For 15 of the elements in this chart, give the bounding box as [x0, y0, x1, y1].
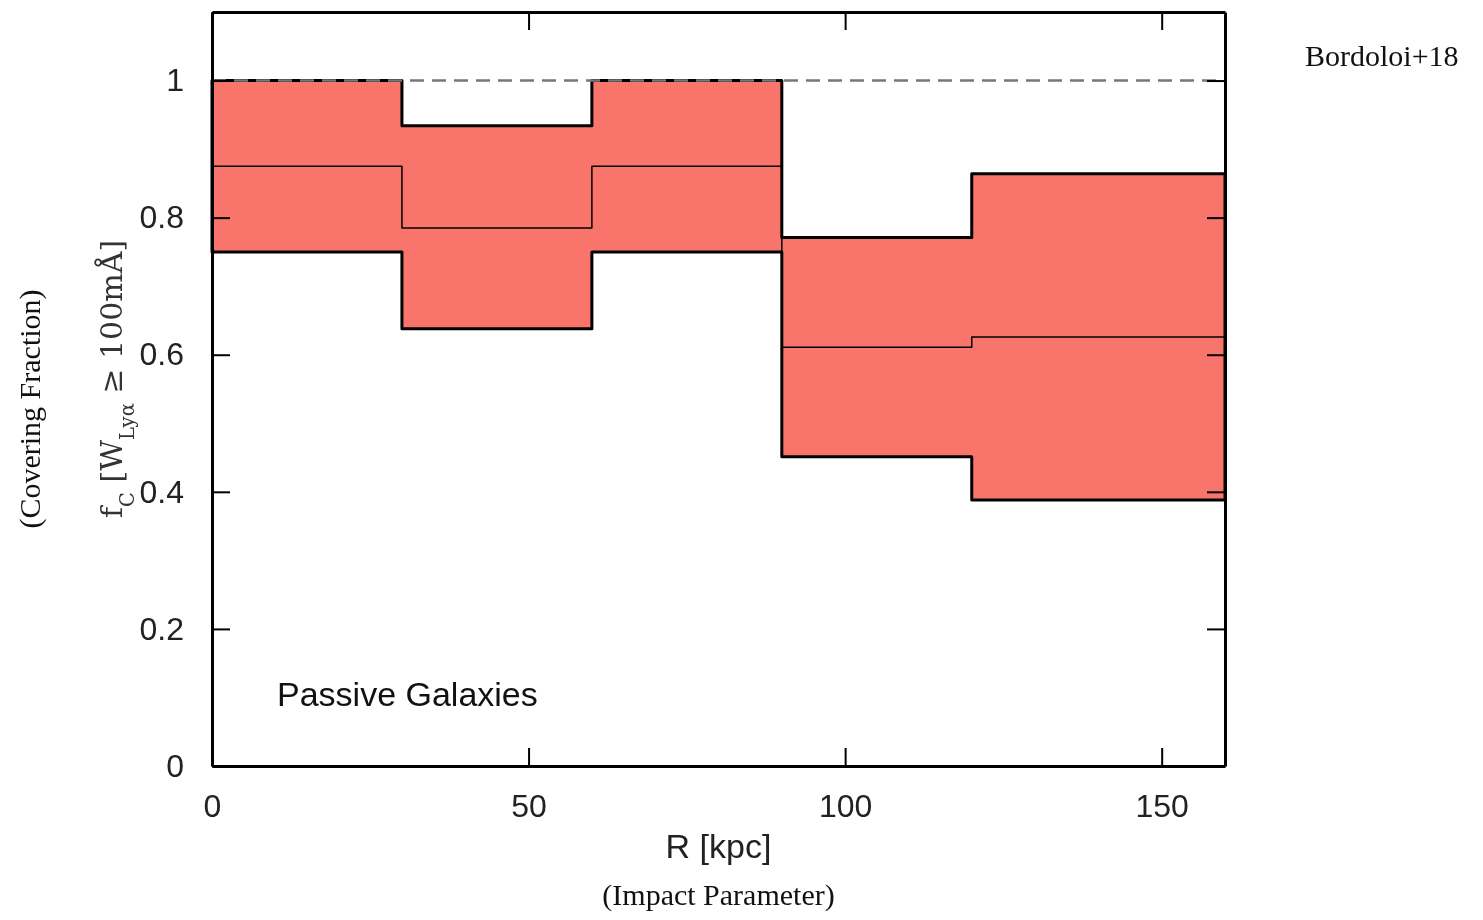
y-tick-label: 0.8 — [139, 199, 184, 236]
y-tick-label: 0.4 — [139, 473, 184, 510]
x-axis-title: R [kpc] — [665, 827, 772, 865]
y-tick-label: 0.2 — [139, 610, 184, 647]
text: (Impact Parameter) — [602, 878, 835, 912]
x-tick-label: 150 — [1135, 787, 1189, 824]
y-tick-label: 0 — [166, 747, 184, 784]
y-tick-label: 0.6 — [139, 336, 184, 373]
x-tick-label: 100 — [818, 787, 873, 824]
annotation: Passive Galaxies — [277, 675, 538, 713]
text: Bordoloi+18 — [1305, 39, 1459, 72]
x-tick-label: 50 — [511, 787, 547, 824]
y-tick-label: 1 — [166, 62, 184, 99]
text: (Covering Fraction) — [13, 289, 47, 529]
x-tick-label: 0 — [203, 787, 222, 824]
